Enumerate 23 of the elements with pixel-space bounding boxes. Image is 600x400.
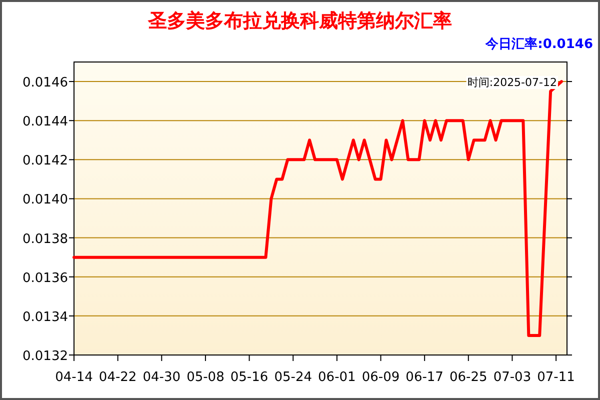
x-tick-label: 04-30 <box>142 370 181 385</box>
y-tick-label: 0.0132 <box>22 349 68 364</box>
y-tick-label: 0.0144 <box>22 114 68 130</box>
x-tick-label: 06-25 <box>450 370 488 385</box>
x-tick-label: 06-09 <box>362 370 400 385</box>
x-tick-label: 04-22 <box>98 370 137 385</box>
y-tick-label: 0.0146 <box>22 76 68 91</box>
annotation: 时间:2025-07-12 <box>467 76 557 89</box>
x-tick-label: 06-17 <box>406 370 444 385</box>
y-tick-label: 0.0134 <box>22 310 68 325</box>
x-tick-label: 07-03 <box>493 370 532 385</box>
x-tick-label: 06-01 <box>318 370 356 385</box>
y-tick-label: 0.0138 <box>22 232 68 247</box>
text: 今日汇率:0.0146 <box>484 36 593 52</box>
x-tick-label: 07-11 <box>537 370 575 385</box>
y-tick-label: 0.0136 <box>22 270 68 286</box>
x-tick-label: 05-24 <box>274 370 312 385</box>
x-tick-label: 05-08 <box>186 370 224 385</box>
x-tick-label: 04-14 <box>55 370 93 385</box>
x-tick-label: 05-16 <box>230 370 268 385</box>
y-tick-label: 0.0142 <box>22 154 68 169</box>
chart-title: 圣多美多布拉兑换科威特第纳尔汇率 <box>147 10 452 32</box>
y-tick-label: 0.0140 <box>22 192 68 208</box>
